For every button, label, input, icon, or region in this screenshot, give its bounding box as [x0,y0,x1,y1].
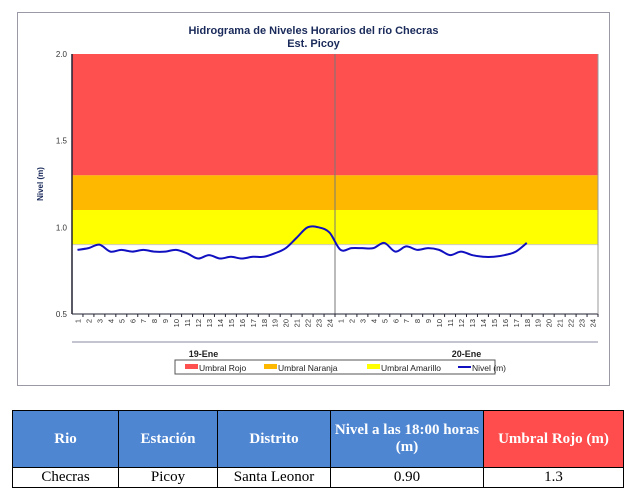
header-distrito: Distrito [217,410,331,468]
day-label: 20-Ene [452,349,482,359]
x-tick-label: 22 [567,319,576,327]
nivel-line [77,225,528,260]
y-axis-label: Nivel (m) [36,167,45,201]
x-tick-label: 6 [391,319,400,323]
x-tick-label: 12 [457,319,466,327]
y-tick-label: 0.5 [56,310,68,319]
x-tick-label: 8 [413,319,422,323]
x-tick-label: 9 [424,319,433,323]
x-tick-label: 18 [523,319,532,327]
legend-label: Nivel (m) [472,363,506,373]
x-tick-label: 22 [304,319,313,327]
x-tick-label: 12 [194,319,203,327]
x-tick-label: 24 [589,319,598,327]
x-tick-label: 24 [326,319,335,327]
x-tick-label: 23 [315,319,324,327]
legend-label: Umbral Amarillo [381,363,441,373]
x-tick-label: 8 [150,319,159,323]
cell-rio: Checras [12,467,119,488]
y-tick-label: 1.5 [56,137,68,146]
cell-distrito: Santa Leonor [217,467,331,488]
x-tick-label: 21 [556,319,565,327]
x-tick-label: 11 [446,319,455,327]
x-tick-label: 13 [205,319,214,327]
x-tick-label: 23 [578,319,587,327]
x-tick-label: 20 [545,319,554,327]
x-tick-label: 15 [227,319,236,327]
summary-table: Rio Estación Distrito Nivel a las 18:00 … [12,410,624,488]
legend-label: Umbral Naranja [278,363,338,373]
cell-umbral: 1.3 [483,467,624,488]
x-tick-label: 19 [534,319,543,327]
x-tick-label: 7 [139,319,148,323]
x-tick-label: 20 [282,319,291,327]
legend-swatch [264,364,277,369]
x-tick-label: 18 [260,319,269,327]
x-tick-label: 2 [347,319,356,323]
table-row: Checras Picoy Santa Leonor 0.90 1.3 [12,467,624,488]
x-tick-label: 4 [369,319,378,323]
x-tick-label: 9 [161,319,170,323]
x-tick-label: 19 [271,319,280,327]
cell-estacion: Picoy [118,467,218,488]
x-tick-label: 15 [490,319,499,327]
x-tick-label: 14 [479,319,488,327]
x-tick-label: 1 [73,319,82,323]
cell-nivel: 0.90 [330,467,484,488]
x-tick-label: 6 [128,319,137,323]
x-tick-label: 10 [172,319,181,327]
legend-box [174,359,496,375]
chart-svg: Hidrograma de Niveles Horarios del río C… [36,25,599,375]
x-tick-label: 7 [402,319,411,323]
x-tick-label: 5 [117,319,126,323]
x-tick-label: 17 [512,319,521,327]
x-tick-label: 16 [238,319,247,327]
x-tick-label: 16 [501,319,510,327]
x-tick-label: 17 [249,319,258,327]
x-tick-label: 5 [380,319,389,323]
x-tick-label: 3 [95,319,104,323]
x-tick-label: 3 [358,319,367,323]
x-tick-label: 11 [183,319,192,327]
header-estacion: Estación [118,410,218,468]
x-tick-label: 4 [106,319,115,323]
x-tick-label: 1 [336,319,345,323]
x-tick-label: 13 [468,319,477,327]
header-rio: Rio [12,410,119,468]
y-tick-label: 1.0 [56,223,68,232]
hydrograph-chart: Hidrograma de Niveles Horarios del río C… [17,12,610,386]
header-umbral-rojo: Umbral Rojo (m) [483,410,624,468]
x-tick-label: 14 [216,319,225,327]
chart-title: Hidrograma de Niveles Horarios del río C… [188,25,438,37]
legend-swatch [185,364,198,369]
chart-subtitle: Est. Picoy [287,38,340,50]
x-tick-label: 2 [84,319,93,323]
day-label: 19-Ene [189,349,219,359]
x-tick-label: 21 [293,319,302,327]
y-tick-label: 2.0 [56,50,68,59]
legend-swatch [367,364,380,369]
header-nivel: Nivel a las 18:00 horas (m) [330,410,484,468]
legend-label: Umbral Rojo [199,363,247,373]
x-tick-label: 10 [435,319,444,327]
